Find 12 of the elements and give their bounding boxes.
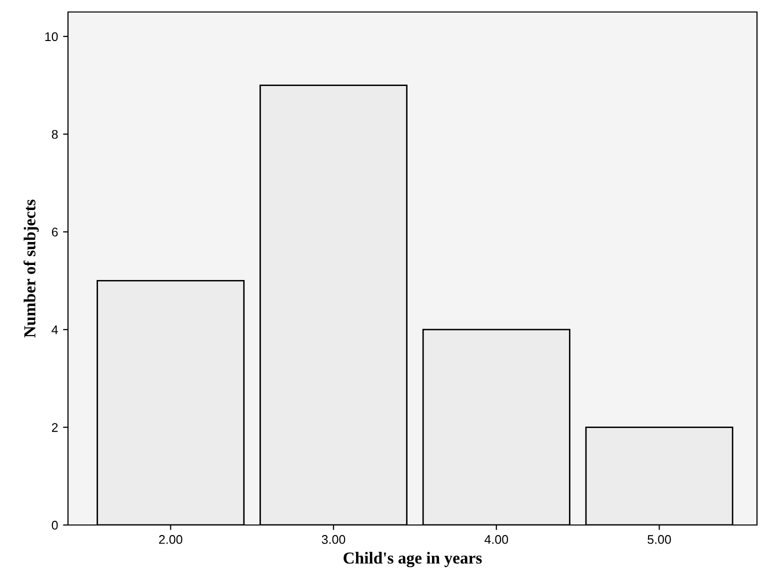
x-axis-title: Child's age in years [344, 552, 482, 568]
y-axis-title: Number of subjects [24, 200, 39, 338]
x-tick-label: 4.00 [484, 535, 508, 544]
y-tick-label: 8 [52, 130, 58, 139]
x-tick-label: 3.00 [322, 535, 346, 544]
y-tick-label: 0 [52, 520, 58, 530]
y-tick-label: 2 [52, 423, 58, 432]
x-tick-label: 2.00 [159, 535, 182, 544]
y-tick-label: 6 [52, 228, 58, 237]
y-tick-label: 10 [45, 32, 58, 42]
y-tick-label: 4 [52, 326, 58, 334]
x-tick-label: 5.00 [648, 535, 671, 544]
